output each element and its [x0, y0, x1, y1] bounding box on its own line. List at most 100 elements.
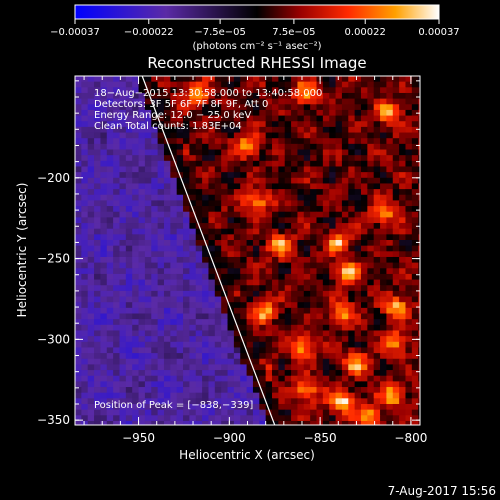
heatmap-cell: [252, 98, 260, 105]
heatmap-cell: [119, 228, 127, 235]
heatmap-cell: [291, 336, 298, 343]
heatmap-cell: [335, 387, 343, 394]
heatmap-cell: [405, 189, 413, 196]
heatmap-cell: [94, 132, 101, 139]
heatmap-cell: [151, 370, 159, 377]
heatmap-cell: [367, 76, 375, 83]
heatmap-cell: [272, 268, 279, 275]
heatmap-cell: [170, 370, 178, 377]
heatmap-cell: [278, 296, 286, 303]
heatmap-cell: [341, 313, 349, 320]
heatmap-cell: [367, 285, 375, 292]
heatmap-cell: [151, 194, 159, 201]
heatmap-cell: [240, 375, 247, 382]
heatmap-cell: [208, 194, 216, 201]
heatmap-cell: [183, 381, 190, 388]
heatmap-cell: [380, 370, 387, 377]
heatmap-cell: [265, 387, 273, 394]
heatmap-cell: [138, 217, 146, 224]
heatmap-cell: [75, 194, 82, 201]
heatmap-cell: [240, 138, 247, 145]
heatmap-cell: [100, 239, 108, 247]
heatmap-cell: [259, 398, 267, 405]
heatmap-cell: [418, 347, 420, 354]
heatmap-cell: [278, 189, 286, 196]
heatmap-cell: [202, 375, 209, 382]
heatmap-cell: [151, 307, 159, 314]
heatmap-cell: [176, 104, 184, 111]
heatmap-cell: [138, 256, 146, 264]
heatmap-cell: [329, 353, 336, 360]
heatmap-cell: [284, 211, 292, 218]
heatmap-cell: [221, 302, 228, 309]
heatmap-cell: [106, 155, 114, 162]
heatmap-cell: [100, 256, 108, 264]
heatmap-cell: [100, 234, 108, 241]
heatmap-cell: [81, 143, 89, 150]
heatmap-cell: [303, 251, 311, 258]
heatmap-cell: [151, 126, 159, 133]
heatmap-cell: [316, 268, 324, 275]
heatmap-cell: [405, 251, 413, 258]
heatmap-cell: [94, 189, 101, 196]
heatmap-cell: [151, 234, 159, 241]
heatmap-cell: [240, 420, 247, 425]
heatmap-cell: [81, 223, 89, 230]
colorbar-unit-label: (photons cm⁻² s⁻¹ asec⁻²): [192, 41, 321, 52]
heatmap-cell: [119, 319, 127, 326]
heatmap-cell: [81, 206, 89, 213]
heatmap-cell: [392, 336, 400, 343]
heatmap-cell: [380, 234, 387, 241]
heatmap-cell: [354, 115, 362, 122]
heatmap-cell: [132, 115, 139, 122]
heatmap-cell: [265, 92, 273, 100]
heatmap-cell: [144, 341, 152, 348]
heatmap-cell: [303, 279, 311, 286]
heatmap-cell: [132, 409, 139, 416]
heatmap-cell: [163, 149, 171, 156]
heatmap-cell: [316, 364, 324, 371]
heatmap-cell: [252, 307, 260, 314]
heatmap-cell: [329, 256, 336, 264]
heatmap-cell: [214, 290, 222, 297]
heatmap-cell: [221, 398, 228, 405]
heatmap-cell: [310, 104, 317, 111]
heatmap-cell: [252, 415, 260, 422]
heatmap-cell: [335, 336, 343, 343]
heatmap-cell: [322, 415, 330, 422]
heatmap-cell: [221, 285, 228, 292]
heatmap-cell: [284, 87, 292, 94]
heatmap-cell: [418, 341, 420, 348]
heatmap-cell: [392, 313, 400, 320]
heatmap-cell: [303, 296, 311, 303]
heatmap-cell: [418, 381, 420, 388]
heatmap-cell: [291, 290, 298, 297]
heatmap-cell: [259, 420, 267, 425]
heatmap-cell: [125, 155, 133, 162]
heatmap-cell: [240, 206, 247, 213]
heatmap-cell: [297, 115, 305, 122]
heatmap-cell: [240, 398, 247, 405]
heatmap-cell: [367, 256, 375, 264]
heatmap-cell: [81, 420, 89, 425]
heatmap-cell: [132, 206, 139, 213]
heatmap-cell: [157, 324, 165, 331]
heatmap-cell: [113, 92, 120, 100]
heatmap-cell: [310, 403, 317, 411]
heatmap-cell: [189, 183, 197, 190]
heatmap-cell: [272, 239, 279, 247]
heatmap-cell: [189, 273, 197, 280]
heatmap-cell: [100, 98, 108, 105]
heatmap-cell: [81, 307, 89, 314]
heatmap-cell: [265, 160, 273, 167]
heatmap-cell: [170, 81, 178, 88]
heatmap-cell: [100, 290, 108, 297]
heatmap-cell: [335, 290, 343, 297]
heatmap-cell: [259, 115, 267, 122]
heatmap-cell: [399, 324, 406, 331]
heatmap-cell: [151, 87, 159, 94]
heatmap-cell: [81, 138, 89, 145]
heatmap-cell: [399, 223, 406, 230]
heatmap-cell: [310, 115, 317, 122]
heatmap-cell: [246, 364, 254, 371]
